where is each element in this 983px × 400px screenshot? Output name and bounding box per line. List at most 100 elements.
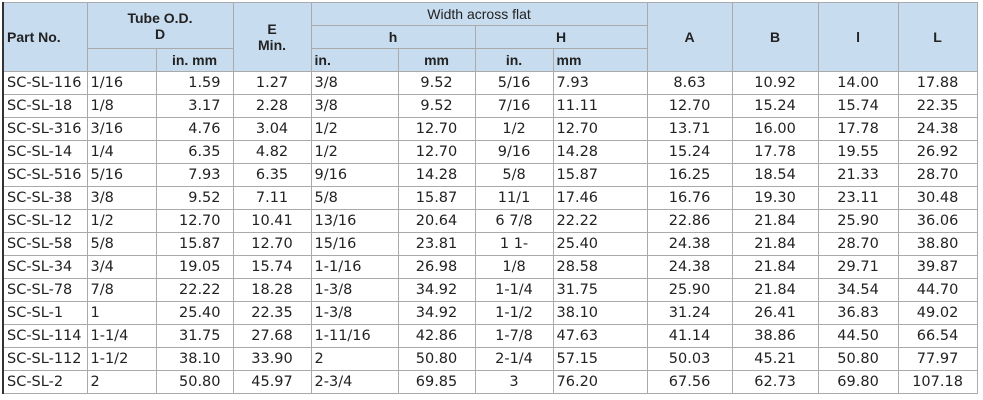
table-row: SC-SL-58 5/8 15.87 12.70 15/16 23.81 1 1- 25.40…: [2, 232, 978, 256]
cell-H-in: 1-1/4: [474, 278, 554, 302]
cell-h-mm: 34.92: [397, 278, 476, 302]
header-tube-unit: in. mm: [155, 48, 234, 72]
cell-h-mm: 42.86: [397, 324, 476, 348]
cell-H-in: 3: [474, 370, 554, 394]
table-row: SC-SL-114 1-1/4 31.75 27.68 1-11/16 42.86 1-7/…: [2, 324, 978, 348]
cell-tube-mm: 31.75: [155, 324, 234, 348]
cell-h-in: 3/8: [310, 94, 399, 118]
cell-H-in: 1-7/8: [474, 324, 554, 348]
cell-part-no: SC-SL-38: [2, 186, 88, 210]
cell-H-in: 11/1: [474, 186, 554, 210]
cell-h-mm: 12.70: [397, 140, 476, 164]
cell-part-no: SC-SL-78: [2, 278, 88, 302]
cell-b: 21.84: [731, 278, 819, 302]
cell-e-min: 33.90: [232, 347, 312, 371]
cell-a: 15.24: [646, 140, 733, 164]
header-b: B: [731, 2, 819, 72]
header-width-across-flat: Width across flat: [310, 2, 648, 26]
cell-b: 21.84: [731, 232, 819, 256]
header-tube-od-label: Tube O.D.: [127, 9, 193, 26]
cell-tube-in: 1: [86, 301, 157, 325]
cell-e-min: 2.28: [232, 94, 312, 118]
cell-H-in: 2-1/4: [474, 347, 554, 371]
cell-h-in: 3/8: [310, 71, 399, 95]
cell-tube-in: 1/8: [86, 94, 157, 118]
cell-h-in: 1-11/16: [310, 324, 399, 348]
cell-H-in: 1/8: [474, 255, 554, 279]
cell-e-min: 6.35: [232, 163, 312, 187]
table-row: SC-SL-34 3/4 19.05 15.74 1-1/16 26.98 1/8 28.58…: [2, 255, 978, 279]
cell-a: 31.24: [646, 301, 733, 325]
cell-H-mm: 22.22: [552, 209, 648, 233]
cell-e-min: 15.74: [232, 255, 312, 279]
table-row: SC-SL-14 1/4 6.35 4.82 1/2 12.70 9/16 14.28 15.2…: [2, 140, 978, 164]
cell-l: 22.35: [897, 94, 978, 118]
cell-h-in: 15/16: [310, 232, 399, 256]
cell-h-mm: 69.85: [397, 370, 476, 394]
cell-h-mm: 26.98: [397, 255, 476, 279]
header-e-min: E Min.: [232, 2, 312, 72]
cell-h-in: 1/2: [310, 140, 399, 164]
cell-H-mm: 38.10: [552, 301, 648, 325]
header-e: E: [267, 21, 277, 37]
table-row: SC-SL-38 3/8 9.52 7.11 5/8 15.87 11/1 17.46 16.7…: [2, 186, 978, 210]
table-row: SC-SL-516 5/16 7.93 6.35 9/16 14.28 5/8 15.87 16…: [2, 163, 978, 187]
cell-h-mm: 15.87: [397, 186, 476, 210]
cell-e-min: 22.35: [232, 301, 312, 325]
cell-e-min: 4.82: [232, 140, 312, 164]
cell-part-no: SC-SL-1: [2, 301, 88, 325]
table-row: SC-SL-78 7/8 22.22 18.28 1-3/8 34.92 1-1/4 31.7…: [2, 278, 978, 302]
cell-e-min: 3.04: [232, 117, 312, 141]
cell-i: 44.50: [817, 324, 899, 348]
table-row: SC-SL-12 1/2 12.70 10.41 13/16 20.64 6 7/8 22.2…: [2, 209, 978, 233]
cell-part-no: SC-SL-12: [2, 209, 88, 233]
table-row: SC-SL-18 1/8 3.17 2.28 3/8 9.52 7/16 11.11 12.70…: [2, 94, 978, 118]
cell-h-in: 2: [310, 347, 399, 371]
cell-tube-mm: 3.17: [155, 94, 234, 118]
cell-h-in: 1-1/16: [310, 255, 399, 279]
cell-a: 50.03: [646, 347, 733, 371]
cell-tube-mm: 6.35: [155, 140, 234, 164]
cell-H-mm: 12.70: [552, 117, 648, 141]
cell-l: 38.80: [897, 232, 978, 256]
cell-H-in: 6 7/8: [474, 209, 554, 233]
cell-part-no: SC-SL-516: [2, 163, 88, 187]
cell-H-mm: 28.58: [552, 255, 648, 279]
cell-b: 18.54: [731, 163, 819, 187]
cell-part-no: SC-SL-34: [2, 255, 88, 279]
cell-part-no: SC-SL-316: [2, 117, 88, 141]
cell-h-mm: 9.52: [397, 94, 476, 118]
cell-b: 21.84: [731, 209, 819, 233]
cell-b: 16.00: [731, 117, 819, 141]
cell-tube-in: 1/16: [86, 71, 157, 95]
cell-h-mm: 9.52: [397, 71, 476, 95]
cell-part-no: SC-SL-18: [2, 94, 88, 118]
header-h-in: in.: [310, 48, 399, 72]
cell-h-in: 1-3/8: [310, 278, 399, 302]
cell-part-no: SC-SL-112: [2, 347, 88, 371]
cell-a: 24.38: [646, 232, 733, 256]
cell-e-min: 1.27: [232, 71, 312, 95]
cell-a: 24.38: [646, 255, 733, 279]
cell-H-mm: 11.11: [552, 94, 648, 118]
cell-l: 24.38: [897, 117, 978, 141]
cell-i: 69.80: [817, 370, 899, 394]
table-row: SC-SL-1 1 25.40 22.35 1-3/8 34.92 1-1/2 38.10 31…: [2, 301, 978, 325]
cell-a: 8.63: [646, 71, 733, 95]
cell-l: 44.70: [897, 278, 978, 302]
header-H-in: in.: [474, 48, 554, 72]
cell-tube-in: 5/8: [86, 232, 157, 256]
cell-H-mm: 17.46: [552, 186, 648, 210]
cell-tube-mm: 22.22: [155, 278, 234, 302]
cell-tube-in: 1-1/2: [86, 347, 157, 371]
header-H-mm: mm: [552, 48, 648, 72]
cell-e-min: 7.11: [232, 186, 312, 210]
cell-l: 28.70: [897, 163, 978, 187]
cell-l: 77.97: [897, 347, 978, 371]
cell-H-mm: 47.63: [552, 324, 648, 348]
cell-H-mm: 31.75: [552, 278, 648, 302]
header-l: L: [897, 2, 978, 72]
cell-H-in: 7/16: [474, 94, 554, 118]
cell-e-min: 12.70: [232, 232, 312, 256]
cell-tube-mm: 25.40: [155, 301, 234, 325]
